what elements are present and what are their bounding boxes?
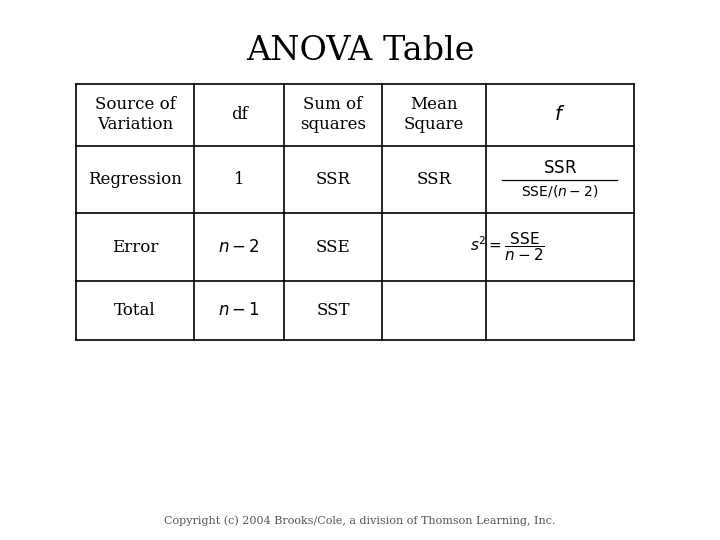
Text: $\mathrm{SSE}/(n-2)$: $\mathrm{SSE}/(n-2)$ — [521, 184, 598, 199]
Text: Mean
Square: Mean Square — [404, 97, 464, 133]
Text: Total: Total — [114, 302, 156, 319]
Text: $n-1$: $n-1$ — [218, 302, 261, 319]
Text: SSR: SSR — [315, 171, 351, 188]
Text: $f$: $f$ — [554, 105, 565, 124]
Text: ANOVA Table: ANOVA Table — [246, 35, 474, 67]
Text: Regression: Regression — [88, 171, 182, 188]
Text: Source of
Variation: Source of Variation — [94, 97, 176, 133]
Text: Copyright (c) 2004 Brooks/Cole, a division of Thomson Learning, Inc.: Copyright (c) 2004 Brooks/Cole, a divisi… — [164, 516, 556, 526]
Text: $n-2$: $n-2$ — [218, 239, 261, 255]
Text: Sum of
squares: Sum of squares — [300, 97, 366, 133]
Text: Error: Error — [112, 239, 158, 255]
Text: SSR: SSR — [416, 171, 451, 188]
Text: 1: 1 — [234, 171, 245, 188]
Text: $s^{2}=\dfrac{\mathrm{SSE}}{n-2}$: $s^{2}=\dfrac{\mathrm{SSE}}{n-2}$ — [470, 231, 545, 264]
Text: SSE: SSE — [315, 239, 351, 255]
Text: df: df — [231, 106, 248, 123]
Text: $\mathrm{SSR}$: $\mathrm{SSR}$ — [543, 159, 577, 177]
Text: SST: SST — [316, 302, 350, 319]
